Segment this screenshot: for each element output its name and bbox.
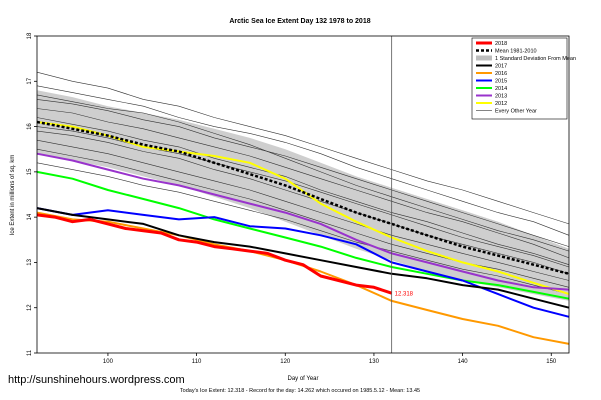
x-tick-label: 140 [458, 359, 469, 365]
legend-label-2016: 2016 [495, 71, 507, 77]
x-tick-label: 130 [369, 359, 380, 365]
other-year-line-8 [36, 148, 570, 288]
y-axis-ticks: 11 12 13 14 15 16 17 18 [27, 32, 37, 356]
y-tick-label: 11 [27, 349, 33, 356]
legend-swatch-1-standard-deviation-from-mean [476, 55, 492, 61]
other-year-line-10 [36, 94, 570, 252]
series-line-2018 [36, 213, 393, 295]
y-tick-label: 17 [27, 77, 33, 84]
other-year-line-6 [36, 130, 570, 275]
other-year-line-2 [36, 85, 570, 236]
y-tick-label: 16 [27, 123, 33, 130]
legend-label-2012: 2012 [495, 101, 507, 107]
chart-title: Arctic Sea Ice Extent Day 132 1978 to 20… [229, 18, 370, 25]
current-value-annotation: 12.318 [395, 291, 414, 297]
legend-label-2013: 2013 [495, 94, 507, 100]
other-year-line-1 [36, 71, 570, 225]
y-axis-label: Ice Extent in millions of sq. km [10, 155, 16, 236]
legend-label-every-other-year: Every Other Year [495, 109, 537, 115]
y-tick-label: 15 [27, 168, 33, 175]
series-line-2013 [36, 152, 570, 291]
other-year-line-9 [36, 162, 570, 295]
series-lines [36, 120, 570, 345]
y-tick-label: 18 [27, 32, 33, 39]
legend-label-2017: 2017 [495, 64, 507, 70]
other-years-lines [36, 71, 570, 295]
plot-frame [36, 35, 570, 354]
series-line-mean-1981-2010 [36, 120, 570, 276]
x-tick-label: 120 [280, 359, 291, 365]
x-tick-label: 150 [546, 359, 557, 365]
y-tick-label: 14 [27, 213, 33, 220]
other-year-line-7 [36, 139, 570, 281]
x-axis-ticks: 100 110 120 130 140 150 [103, 353, 557, 365]
legend-label-2015: 2015 [495, 79, 507, 85]
legend-label-2018: 2018 [495, 41, 507, 47]
legend-label-mean-1981-2010: Mean 1981-2010 [495, 49, 537, 55]
other-year-line-4 [36, 108, 570, 259]
series-line-2014 [36, 170, 570, 300]
y-tick-label: 12 [27, 304, 33, 311]
chart-footer: Today's Ice Extent: 12.318 - Record for … [180, 388, 420, 394]
y-tick-label: 13 [27, 258, 33, 265]
other-year-line-5 [36, 117, 570, 265]
x-tick-label: 110 [192, 359, 202, 365]
other-year-line-11 [36, 126, 570, 268]
site-url: http://sunshinehours.wordpress.com [8, 374, 185, 386]
series-line-2017 [36, 207, 570, 309]
x-axis-label: Day of Year [287, 376, 318, 382]
legend-label-1-standard-deviation-from-mean: 1 Standard Deviation From Mean [495, 56, 576, 62]
x-tick-label: 100 [103, 359, 114, 365]
other-year-line-3 [36, 99, 570, 247]
legend-label-2014: 2014 [495, 86, 507, 92]
